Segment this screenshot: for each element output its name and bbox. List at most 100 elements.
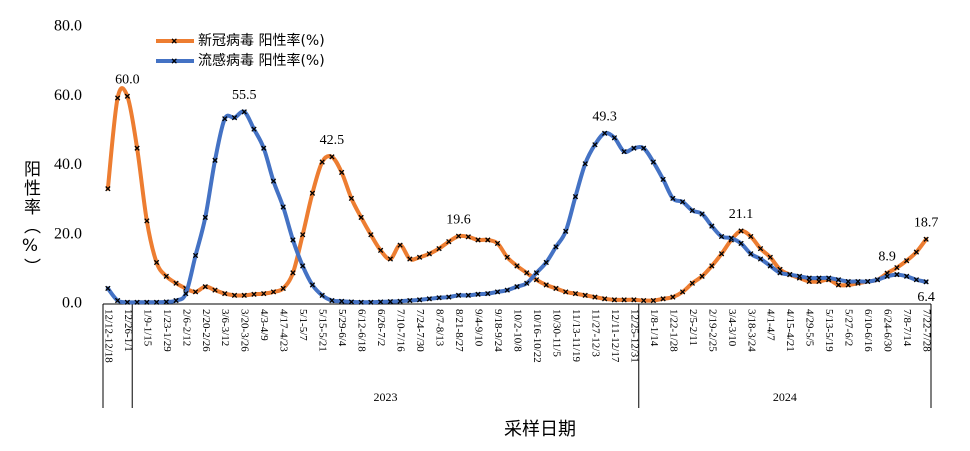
point-marker	[709, 263, 715, 269]
point-marker	[660, 176, 666, 183]
data-label: 19.6	[446, 212, 471, 227]
x-tick-label: 5/27-6/2	[843, 309, 855, 346]
y-axis-title: 阳性率（%）	[20, 160, 40, 277]
point-marker	[524, 270, 530, 276]
point-marker	[533, 270, 540, 276]
x-tick-label: 11/13-11/19	[570, 309, 582, 362]
point-marker	[338, 298, 345, 304]
point-marker	[358, 214, 364, 221]
point-marker	[426, 296, 432, 302]
point-marker	[660, 296, 666, 302]
point-marker	[416, 297, 423, 303]
point-marker	[212, 287, 218, 293]
x-tick-label: 10/2-10/8	[511, 309, 523, 352]
point-marker	[290, 270, 296, 276]
point-marker	[757, 256, 764, 262]
x-tick-label: 2/20-2/26	[200, 309, 212, 352]
point-marker	[874, 277, 881, 283]
point-marker	[602, 130, 608, 136]
point-marker	[865, 278, 871, 285]
point-marker	[689, 207, 696, 214]
x-tick-label: 1/22-1/28	[667, 309, 679, 352]
point-marker	[777, 270, 783, 276]
point-marker	[231, 115, 238, 121]
data-label: 18.7	[914, 215, 939, 230]
point-marker	[855, 278, 861, 285]
legend-marker	[171, 58, 177, 64]
point-marker	[134, 299, 140, 305]
point-marker	[553, 285, 559, 292]
point-marker	[270, 178, 277, 184]
point-marker	[300, 263, 306, 269]
point-marker	[913, 249, 920, 255]
point-marker	[173, 280, 179, 286]
y-tick-label: 40.0	[54, 156, 82, 173]
data-label: 21.1	[729, 207, 754, 222]
point-marker	[485, 290, 491, 297]
point-marker	[387, 256, 394, 262]
point-marker	[124, 299, 131, 305]
point-marker	[894, 264, 900, 271]
data-label: 8.9	[878, 249, 896, 264]
point-marker	[465, 292, 471, 299]
point-marker	[114, 297, 121, 304]
x-tick-label: 9/18-9/24	[492, 309, 504, 352]
x-tick-label: 4/3-4/9	[258, 309, 270, 341]
x-tick-label: 12/25-12/31	[628, 309, 640, 363]
point-marker	[728, 235, 734, 241]
x-tick-label: 6/10-6/16	[862, 309, 874, 352]
point-marker	[290, 237, 296, 243]
point-marker	[796, 273, 803, 279]
point-marker	[679, 199, 686, 205]
point-marker	[533, 277, 540, 283]
point-marker	[426, 251, 432, 257]
point-marker	[319, 292, 325, 299]
point-marker	[387, 298, 394, 305]
point-marker	[631, 145, 637, 151]
point-marker	[485, 237, 491, 243]
legend-label: 新冠病毒 阳性率(%)	[198, 32, 325, 49]
point-marker	[679, 289, 686, 295]
point-marker	[261, 290, 267, 297]
point-marker	[105, 285, 111, 292]
point-marker	[689, 280, 696, 286]
point-marker	[192, 252, 199, 259]
point-marker	[134, 145, 140, 151]
data-label: 60.0	[115, 72, 140, 87]
point-marker	[407, 256, 413, 262]
point-marker	[309, 282, 316, 288]
point-marker	[338, 169, 345, 176]
x-tick-label: 10/30-11/5	[550, 309, 562, 357]
x-tick-label: 6/12-6/18	[356, 309, 368, 352]
x-tick-label: 8/21-8/27	[453, 309, 465, 352]
point-marker	[202, 284, 208, 290]
legend-label: 流感病毒 阳性率(%)	[198, 52, 325, 69]
point-marker	[124, 93, 131, 99]
point-marker	[105, 186, 111, 192]
point-marker	[640, 145, 647, 151]
point-marker	[455, 292, 462, 299]
point-marker	[416, 254, 423, 260]
point-marker	[543, 282, 549, 288]
x-tick-label: 1/23-1/29	[161, 309, 173, 352]
point-marker	[884, 273, 890, 279]
point-marker	[377, 247, 384, 253]
point-marker	[514, 284, 520, 290]
data-label: 42.5	[320, 133, 345, 148]
point-marker	[251, 126, 257, 132]
point-marker	[309, 190, 316, 196]
point-marker	[300, 232, 306, 238]
point-marker	[368, 232, 374, 238]
point-marker	[611, 135, 618, 141]
point-marker	[748, 251, 754, 257]
x-tick-label: 11/27-12/3	[589, 309, 601, 357]
x-tick-label: 5/1-5/7	[297, 309, 309, 341]
point-marker	[650, 297, 657, 304]
point-marker	[835, 277, 842, 283]
x-tick-label: 5/13-5/19	[823, 309, 835, 352]
x-tick-label: 7/24-7/30	[414, 309, 426, 352]
point-marker	[903, 258, 910, 264]
point-marker	[348, 195, 355, 202]
group-label: 2024	[773, 390, 797, 404]
